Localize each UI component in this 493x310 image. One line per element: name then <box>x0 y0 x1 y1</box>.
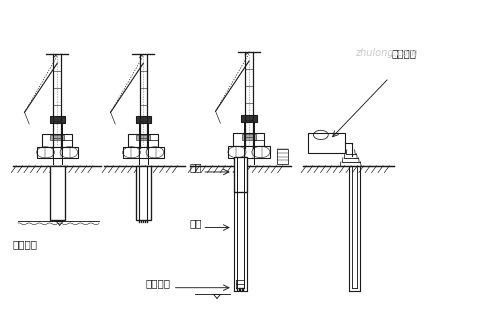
Bar <box>242 134 256 140</box>
Text: 护筒: 护筒 <box>190 162 203 172</box>
Bar <box>36 147 78 158</box>
Bar <box>50 116 65 123</box>
Text: zhulong.com: zhulong.com <box>354 48 417 58</box>
Bar <box>136 116 151 123</box>
Text: 护筒底端: 护筒底端 <box>13 240 38 250</box>
Text: 泥浆: 泥浆 <box>190 218 203 228</box>
Bar <box>234 133 264 146</box>
Bar <box>242 115 256 122</box>
Text: 设计深度: 设计深度 <box>145 278 170 288</box>
Bar <box>308 133 345 153</box>
Bar <box>50 166 65 220</box>
Text: 除砂设备: 除砂设备 <box>391 48 417 58</box>
Bar <box>128 134 158 147</box>
Bar <box>137 135 150 140</box>
Bar <box>234 157 246 192</box>
Bar <box>277 149 288 164</box>
Bar <box>228 146 270 158</box>
Bar <box>123 147 164 158</box>
Bar <box>136 166 151 220</box>
Bar <box>50 135 64 140</box>
Bar <box>42 134 72 147</box>
